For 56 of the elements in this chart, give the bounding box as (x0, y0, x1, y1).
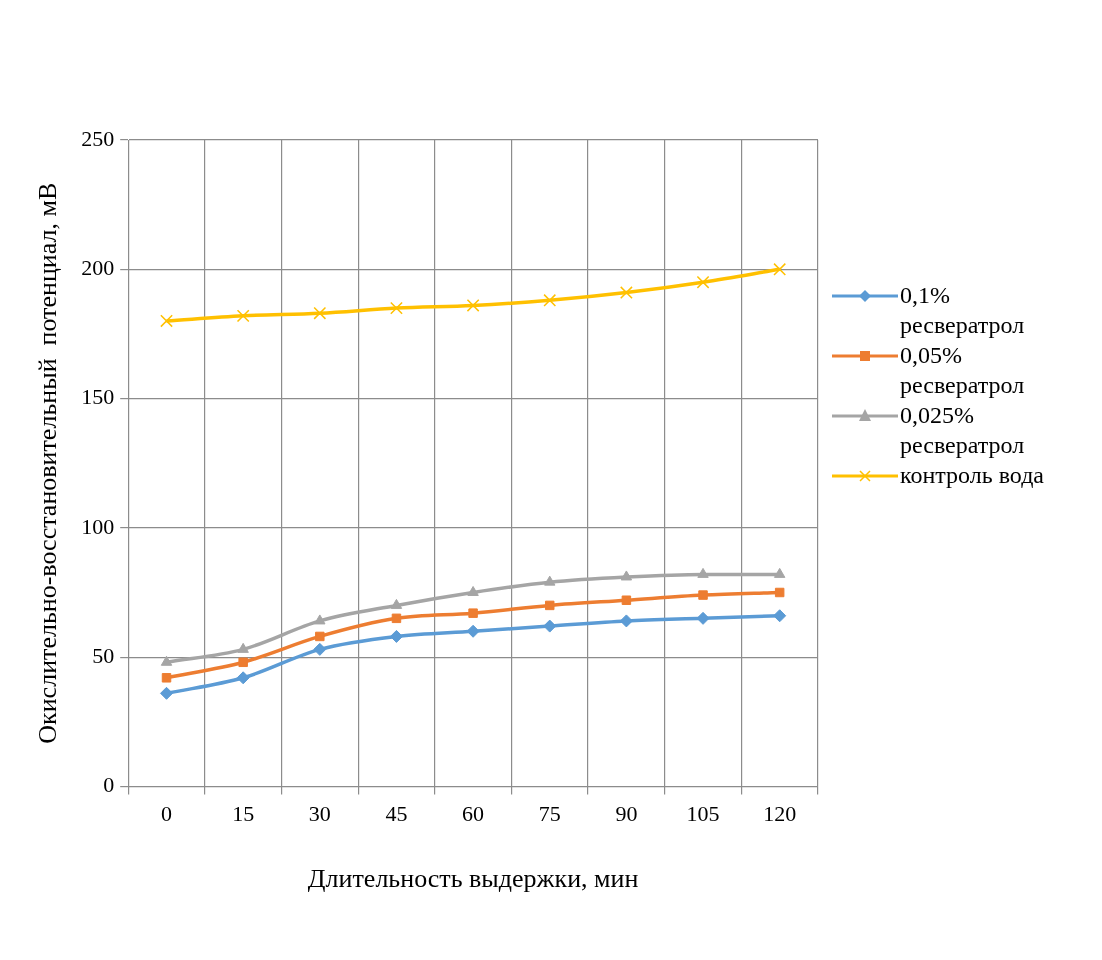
point (543, 619, 557, 633)
point (696, 275, 710, 289)
x-tick-label: 60 (462, 801, 485, 827)
point (698, 590, 708, 600)
point (467, 585, 479, 596)
x-tick-label: 15 (232, 801, 255, 827)
point (160, 655, 173, 666)
point (468, 608, 478, 618)
legend-label: 0,05% ресвератрол (900, 341, 1026, 400)
point (390, 301, 403, 315)
y-tick-label: 200 (81, 255, 115, 281)
x-tick-label: 105 (686, 801, 720, 827)
point (315, 631, 325, 642)
point (774, 587, 785, 598)
x-tick-label: 45 (385, 801, 408, 827)
legend-label: контроль вода (900, 461, 1045, 490)
point (237, 642, 249, 653)
point (696, 611, 710, 625)
y-tick-label: 100 (81, 513, 115, 539)
point (390, 598, 403, 609)
point (621, 595, 632, 605)
y-axis-title: Окислительно-восстановительный потенциал, мВ (33, 182, 63, 744)
point (773, 567, 786, 578)
x-tick-label: 75 (538, 801, 561, 827)
point (313, 306, 327, 320)
x-tick-label: 120 (763, 801, 797, 827)
point (313, 642, 327, 656)
x-axis-title: Длительность выдержки, мин (307, 864, 639, 894)
point (620, 570, 633, 581)
point (619, 286, 633, 299)
y-tick-label: 0 (103, 772, 115, 798)
point (236, 671, 250, 685)
y-tick-label: 250 (81, 125, 115, 151)
point (466, 299, 480, 312)
point (314, 614, 326, 625)
legend-label: 0,1% ресвератрол (900, 281, 1026, 340)
x-tick-label: 0 (161, 801, 173, 827)
point (391, 613, 402, 624)
point (160, 686, 174, 700)
point (697, 567, 709, 578)
point (773, 262, 787, 276)
x-tick-label: 90 (615, 801, 638, 827)
point (160, 314, 173, 328)
point (389, 629, 403, 643)
y-tick-label: 50 (92, 642, 115, 668)
point (544, 575, 556, 586)
point (238, 657, 248, 668)
point (161, 673, 172, 683)
point (236, 309, 250, 323)
point (543, 293, 557, 307)
y-tick-label: 150 (81, 384, 115, 410)
point (619, 614, 633, 628)
point (466, 624, 480, 638)
x-tick-label: 30 (308, 801, 331, 827)
point (773, 609, 787, 623)
point (545, 600, 555, 611)
